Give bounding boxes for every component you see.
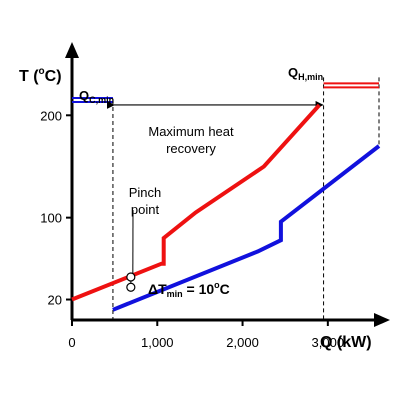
y-tick-label: 20: [48, 293, 62, 308]
x-axis: [72, 313, 390, 327]
y-axis: [65, 42, 79, 320]
y-ticks: 20 100 200: [40, 108, 72, 308]
pinch-point-label-line1: Pinch: [129, 185, 162, 200]
x-ticks: 0 1,000 2,000 3,000: [68, 320, 344, 350]
pinch-point-label-line2: point: [131, 202, 160, 217]
qh-min-label: QH,min: [288, 65, 323, 82]
max-heat-recovery-label-line1: Maximum heat: [148, 124, 234, 139]
pinch-marker: [126, 209, 136, 292]
x-tick-label: 3,000: [312, 335, 345, 350]
max-heat-recovery-label-line2: recovery: [166, 141, 216, 156]
y-axis-title: T (oC): [19, 66, 62, 85]
qc-min-label: QC,min: [79, 88, 114, 105]
pinch-hot-point: [126, 272, 136, 282]
x-axis-title: Q (kW): [320, 334, 372, 351]
cold-composite-curve: [112, 144, 381, 312]
hot-composite-curve: [71, 103, 321, 302]
y-tick-label: 100: [40, 211, 62, 226]
y-tick-label: 200: [40, 108, 62, 123]
x-tick-label: 0: [68, 335, 75, 350]
x-tick-label: 2,000: [226, 335, 259, 350]
delta-t-min-label: ΔTmin = 10oC: [148, 280, 230, 299]
x-tick-label: 1,000: [141, 335, 174, 350]
pinch-cold-point: [126, 282, 136, 292]
